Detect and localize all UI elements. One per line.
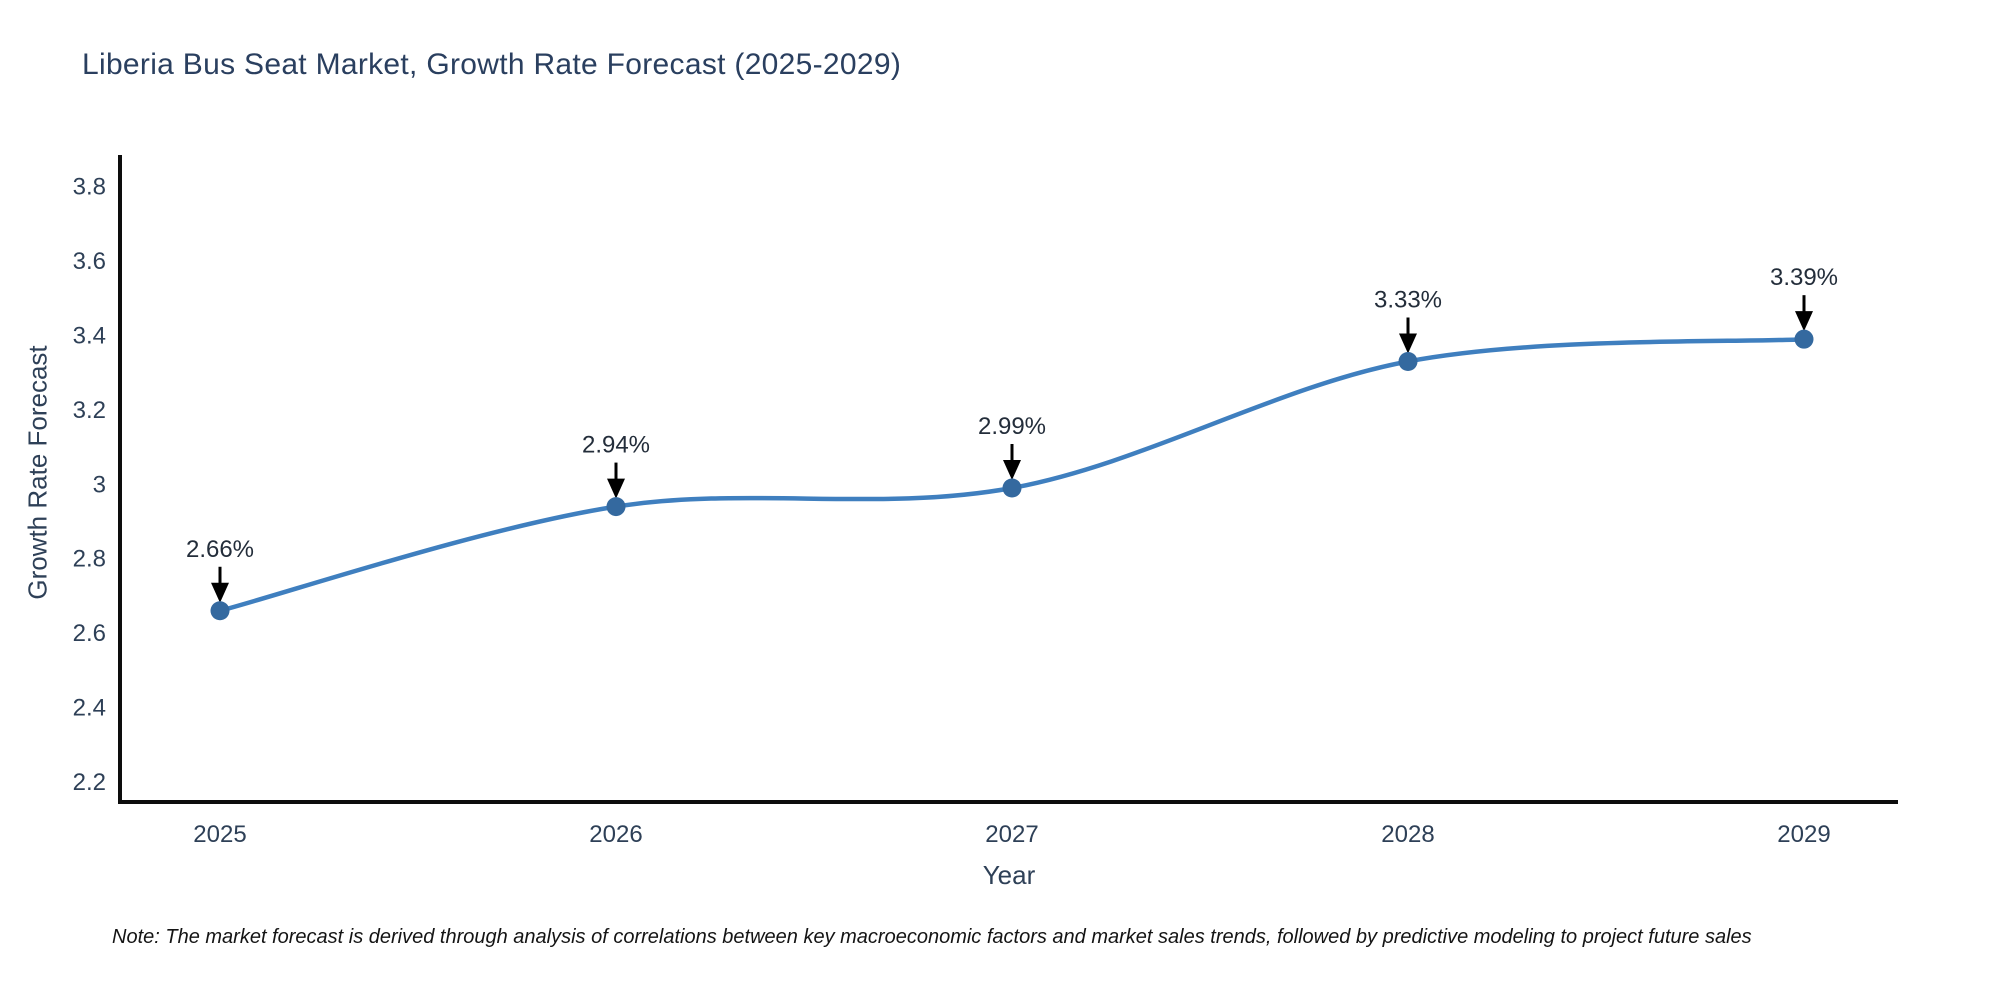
y-tick-label: 3 (93, 471, 106, 498)
data-point-label: 2.99% (978, 413, 1046, 440)
x-tick-label: 2026 (589, 821, 642, 848)
y-tick-label: 2.4 (73, 694, 106, 721)
y-tick-label: 3.4 (73, 322, 106, 349)
y-tick-label: 3.2 (73, 397, 106, 424)
data-point-marker[interactable] (1398, 351, 1418, 371)
y-tick-label: 2.6 (73, 620, 106, 647)
data-point-marker[interactable] (606, 497, 626, 517)
y-tick-label: 2.8 (73, 546, 106, 573)
data-point-marker[interactable] (210, 601, 230, 621)
annotation-arrow-head (1003, 459, 1021, 480)
x-tick-label: 2027 (985, 821, 1038, 848)
x-axis-title: Year (982, 860, 1036, 890)
annotation-arrow-head (1399, 333, 1417, 354)
data-point-marker[interactable] (1002, 478, 1022, 498)
data-point-label: 3.39% (1770, 264, 1838, 291)
data-point-marker[interactable] (1794, 329, 1814, 349)
x-tick-label: 2029 (1777, 821, 1830, 848)
data-point-label: 2.94% (582, 432, 650, 459)
chart-title: Liberia Bus Seat Market, Growth Rate For… (82, 48, 902, 81)
x-tick-label: 2025 (193, 821, 246, 848)
annotation-arrow-head (211, 582, 229, 603)
data-point-label: 2.66% (186, 536, 254, 563)
y-tick-label: 3.8 (73, 174, 106, 201)
x-tick-label: 2028 (1381, 821, 1434, 848)
y-tick-label: 2.2 (73, 769, 106, 796)
annotation-arrow-head (1795, 311, 1813, 332)
footnote-text: Note: The market forecast is derived thr… (112, 926, 1752, 948)
annotation-arrow-head (607, 478, 625, 499)
data-point-label: 3.33% (1374, 286, 1442, 313)
y-tick-label: 3.6 (73, 248, 106, 275)
